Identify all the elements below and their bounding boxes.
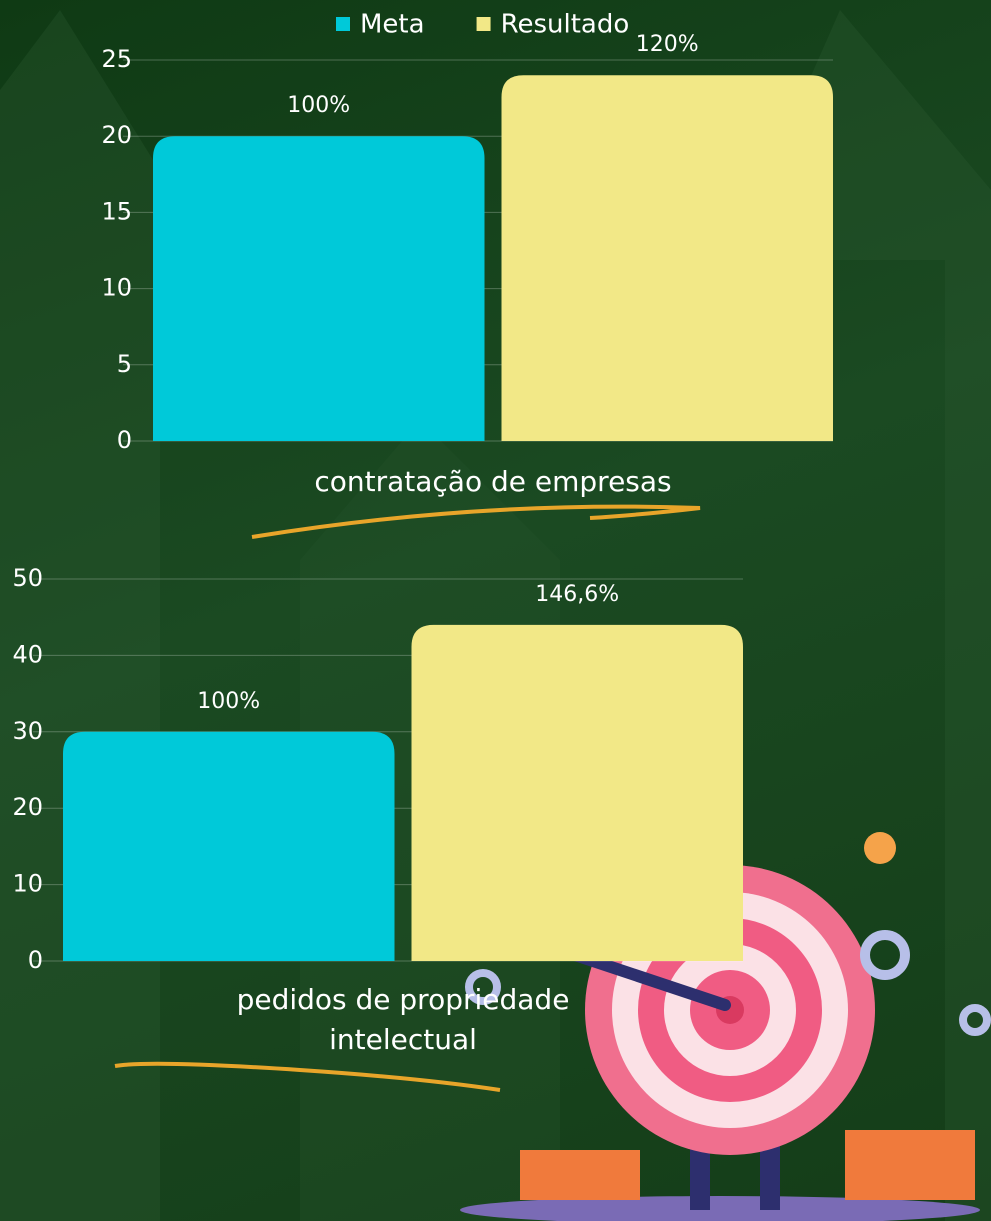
bar-annotation: 100% [287, 93, 350, 118]
bar [63, 732, 395, 961]
bar-annotation: 100% [197, 689, 260, 714]
y-tick-label: 10 [101, 274, 132, 302]
y-tick-label: 20 [101, 121, 132, 149]
y-tick-label: 10 [12, 870, 43, 898]
bar-annotation: 120% [636, 32, 699, 57]
y-tick-label: 5 [117, 350, 132, 378]
y-tick-label: 25 [101, 45, 132, 73]
bar [502, 75, 834, 441]
page: 0 5 10 15 20 25 100% 120% Meta Resultado 0 10 20 30 40… [0, 0, 991, 1221]
y-tick-label: 0 [117, 426, 132, 454]
y-tick-label: 50 [12, 564, 43, 592]
legend-swatch [477, 17, 491, 31]
y-tick-label: 40 [12, 640, 43, 668]
y-tick-label: 0 [28, 946, 43, 974]
category-label: pedidos de propriedade intelectual [213, 980, 593, 1060]
bar [153, 136, 485, 441]
bar-annotation: 146,6% [535, 582, 619, 607]
bar [412, 625, 744, 961]
y-tick-label: 15 [101, 197, 132, 225]
category-label: contratação de empresas [273, 462, 713, 502]
legend-label: Resultado [501, 10, 630, 40]
y-tick-label: 20 [12, 793, 43, 821]
y-tick-label: 30 [12, 717, 43, 745]
legend-label: Meta [360, 10, 425, 40]
legend-swatch [336, 17, 350, 31]
